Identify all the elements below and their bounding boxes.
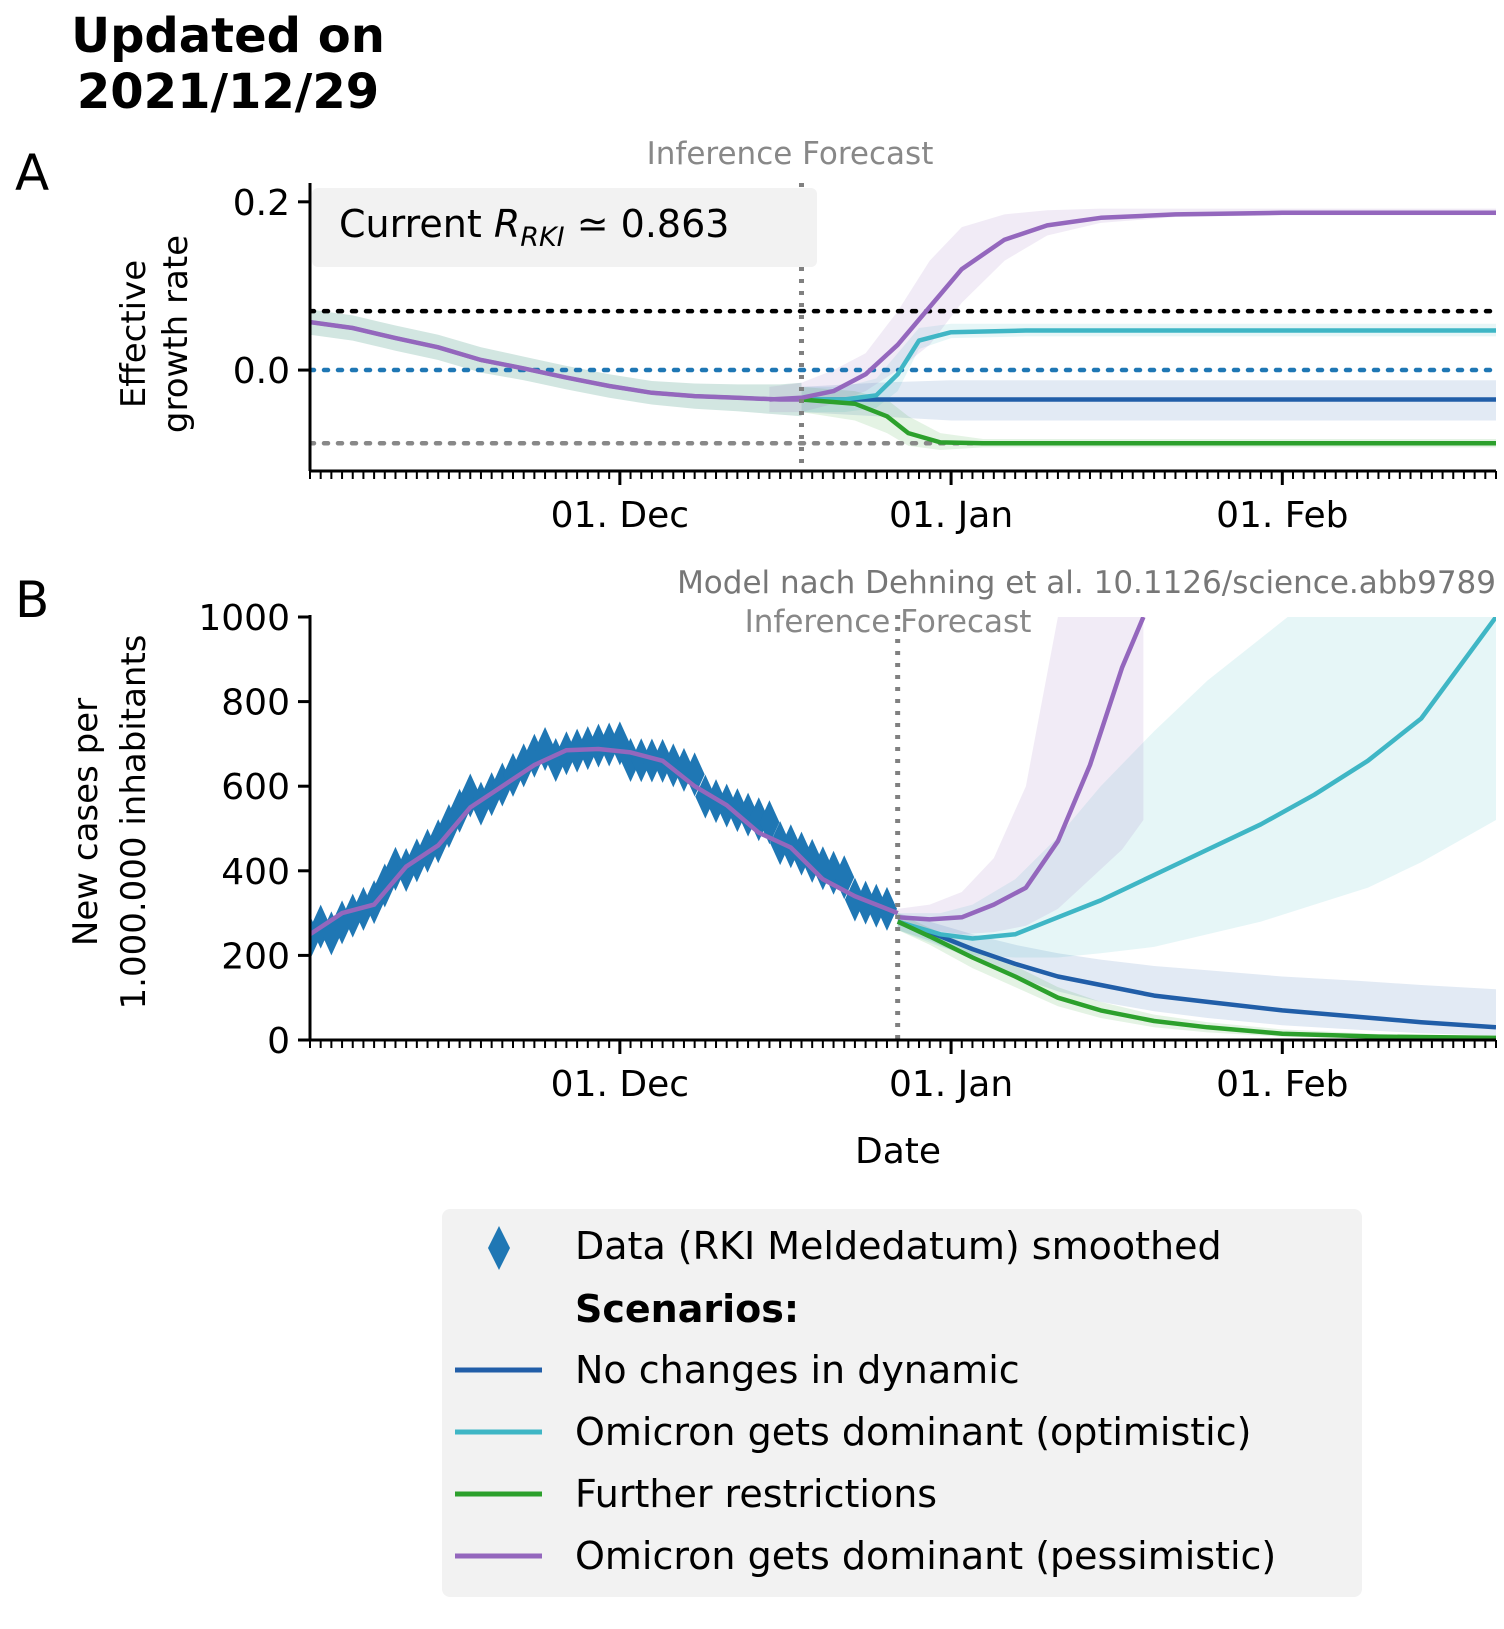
panel-b-y-tick-label: 200 — [221, 936, 290, 977]
data-point-marker — [641, 738, 662, 783]
panel-b-y-tick-label: 0 — [267, 1021, 290, 1062]
data-point-marker — [588, 723, 609, 768]
panel-a: A Inference Forecast Effective growth ra… — [15, 136, 1497, 536]
a-line-further-restrictions — [801, 397, 1496, 446]
panel-b-citation: Model nach Dehning et al. 10.1126/scienc… — [677, 565, 1496, 601]
a-inference-line — [310, 319, 802, 402]
legend-label-omicron-gets-dominant-optimistic: Omicron gets dominant (optimistic) — [575, 1410, 1251, 1454]
data-point-marker — [684, 752, 705, 797]
panel-a-plot-area — [310, 208, 1496, 450]
panel-b-y-tick-label: 800 — [221, 683, 290, 724]
current-r-prefix: Current — [339, 202, 494, 246]
b-band-omicron-gets-dominant-optimistic — [897, 617, 1496, 958]
panel-b-xlabel: Date — [855, 1131, 941, 1172]
a-line-omicron-gets-dominant-pessimistic — [769, 210, 1496, 402]
update-title-line1: Updated on — [71, 8, 385, 64]
legend-scenarios-heading: Scenarios: — [575, 1287, 799, 1331]
a-line-omicron-gets-dominant-optimistic — [801, 328, 1496, 402]
a-inference-band — [310, 309, 802, 417]
panel-b-y-tick-label: 600 — [221, 767, 290, 808]
current-r-box — [312, 188, 817, 267]
legend: Data (RKI Meldedatum) smoothed Scenarios… — [442, 1209, 1362, 1597]
panel-b: B Model nach Dehning et al. 10.1126/scie… — [15, 565, 1497, 1172]
panel-b-ylabel-line1: New cases per — [66, 698, 106, 946]
data-point-marker — [631, 738, 652, 783]
panel-a-y-tick-label: 0.0 — [233, 351, 290, 392]
panel-b-ylabel: New cases per 1.000.000 inhabitants — [66, 634, 154, 1009]
panel-b-letter: B — [15, 571, 49, 629]
panel-b-phase-label: Inference Forecast — [745, 604, 1032, 640]
panel-a-axes: 01. Dec 01. Jan 01. Feb 0.0 0.2 — [233, 183, 1497, 536]
b-line-omicron-gets-dominant-optimistic — [897, 617, 1496, 941]
panel-a-ylabel: Effective growth rate — [114, 235, 196, 433]
current-r-label: Current RRKI ≃ 0.863 — [339, 202, 729, 253]
b-inference-line-green — [310, 746, 899, 936]
b-line-further-restrictions — [896, 919, 1496, 1040]
legend-label-no-changes-in-dynamic: No changes in dynamic — [575, 1348, 1020, 1392]
update-title-line2: 2021/12/29 — [77, 64, 379, 120]
panel-b-x-tick-label: 01. Jan — [889, 1064, 1013, 1105]
data-point-marker — [385, 846, 406, 891]
panel-b-plot-area — [310, 617, 1496, 1040]
panel-b-axes: 01. Dec 01. Jan 01. Feb 0 200 400 600 800 1000 — [198, 598, 1497, 1105]
a-band-omicron-gets-dominant-pessimistic — [769, 208, 1496, 413]
b-band-omicron-gets-dominant-pessimistic — [897, 617, 1144, 935]
legend-label-further-restrictions: Further restrictions — [575, 1472, 937, 1516]
b-band-no-changes-in-dynamic — [897, 913, 1496, 1036]
panel-a-x-tick-label: 01. Dec — [551, 495, 689, 536]
panel-b-x-tick-label: 01. Feb — [1216, 1064, 1348, 1105]
legend-label-omicron-gets-dominant-pessimistic: Omicron gets dominant (pessimistic) — [575, 1534, 1276, 1578]
panel-a-y-tick-label: 0.2 — [233, 183, 290, 224]
panel-a-letter: A — [15, 144, 49, 202]
legend-data-label: Data (RKI Meldedatum) smoothed — [575, 1224, 1222, 1268]
panel-b-series-lines — [310, 617, 1496, 1040]
data-point-marker — [599, 722, 620, 767]
panel-a-ylabel-line1: Effective — [114, 260, 154, 408]
b-line-no-changes-in-dynamic — [896, 919, 1496, 1030]
panel-a-series-lines — [310, 210, 1496, 446]
panel-b-x-tick-label: 01. Dec — [551, 1064, 689, 1105]
panel-b-observed-data — [310, 721, 897, 960]
b-line-omicron-gets-dominant-pessimistic — [897, 617, 1146, 922]
panel-b-ylabel-line2: 1.000.000 inhabitants — [114, 634, 154, 1009]
panel-a-x-tick-label: 01. Feb — [1216, 495, 1348, 536]
legend-box — [442, 1209, 1362, 1597]
current-r-symbol: R — [494, 202, 520, 246]
legend-data-marker-icon — [488, 1226, 510, 1270]
data-point-marker — [620, 737, 641, 782]
panel-a-phase-label: Inference Forecast — [647, 136, 934, 172]
legend-scenario-items: No changes in dynamic Omicron gets domina… — [455, 1348, 1276, 1578]
current-r-value: ≃ 0.863 — [565, 202, 730, 246]
panel-b-y-tick-label: 400 — [221, 852, 290, 893]
panel-a-x-tick-label: 01. Jan — [889, 495, 1013, 536]
b-inference-line — [310, 746, 899, 937]
current-r-subscript: RKI — [520, 222, 564, 253]
panel-a-ylabel-line2: growth rate — [156, 235, 196, 433]
panel-b-y-tick-label: 1000 — [198, 598, 290, 639]
